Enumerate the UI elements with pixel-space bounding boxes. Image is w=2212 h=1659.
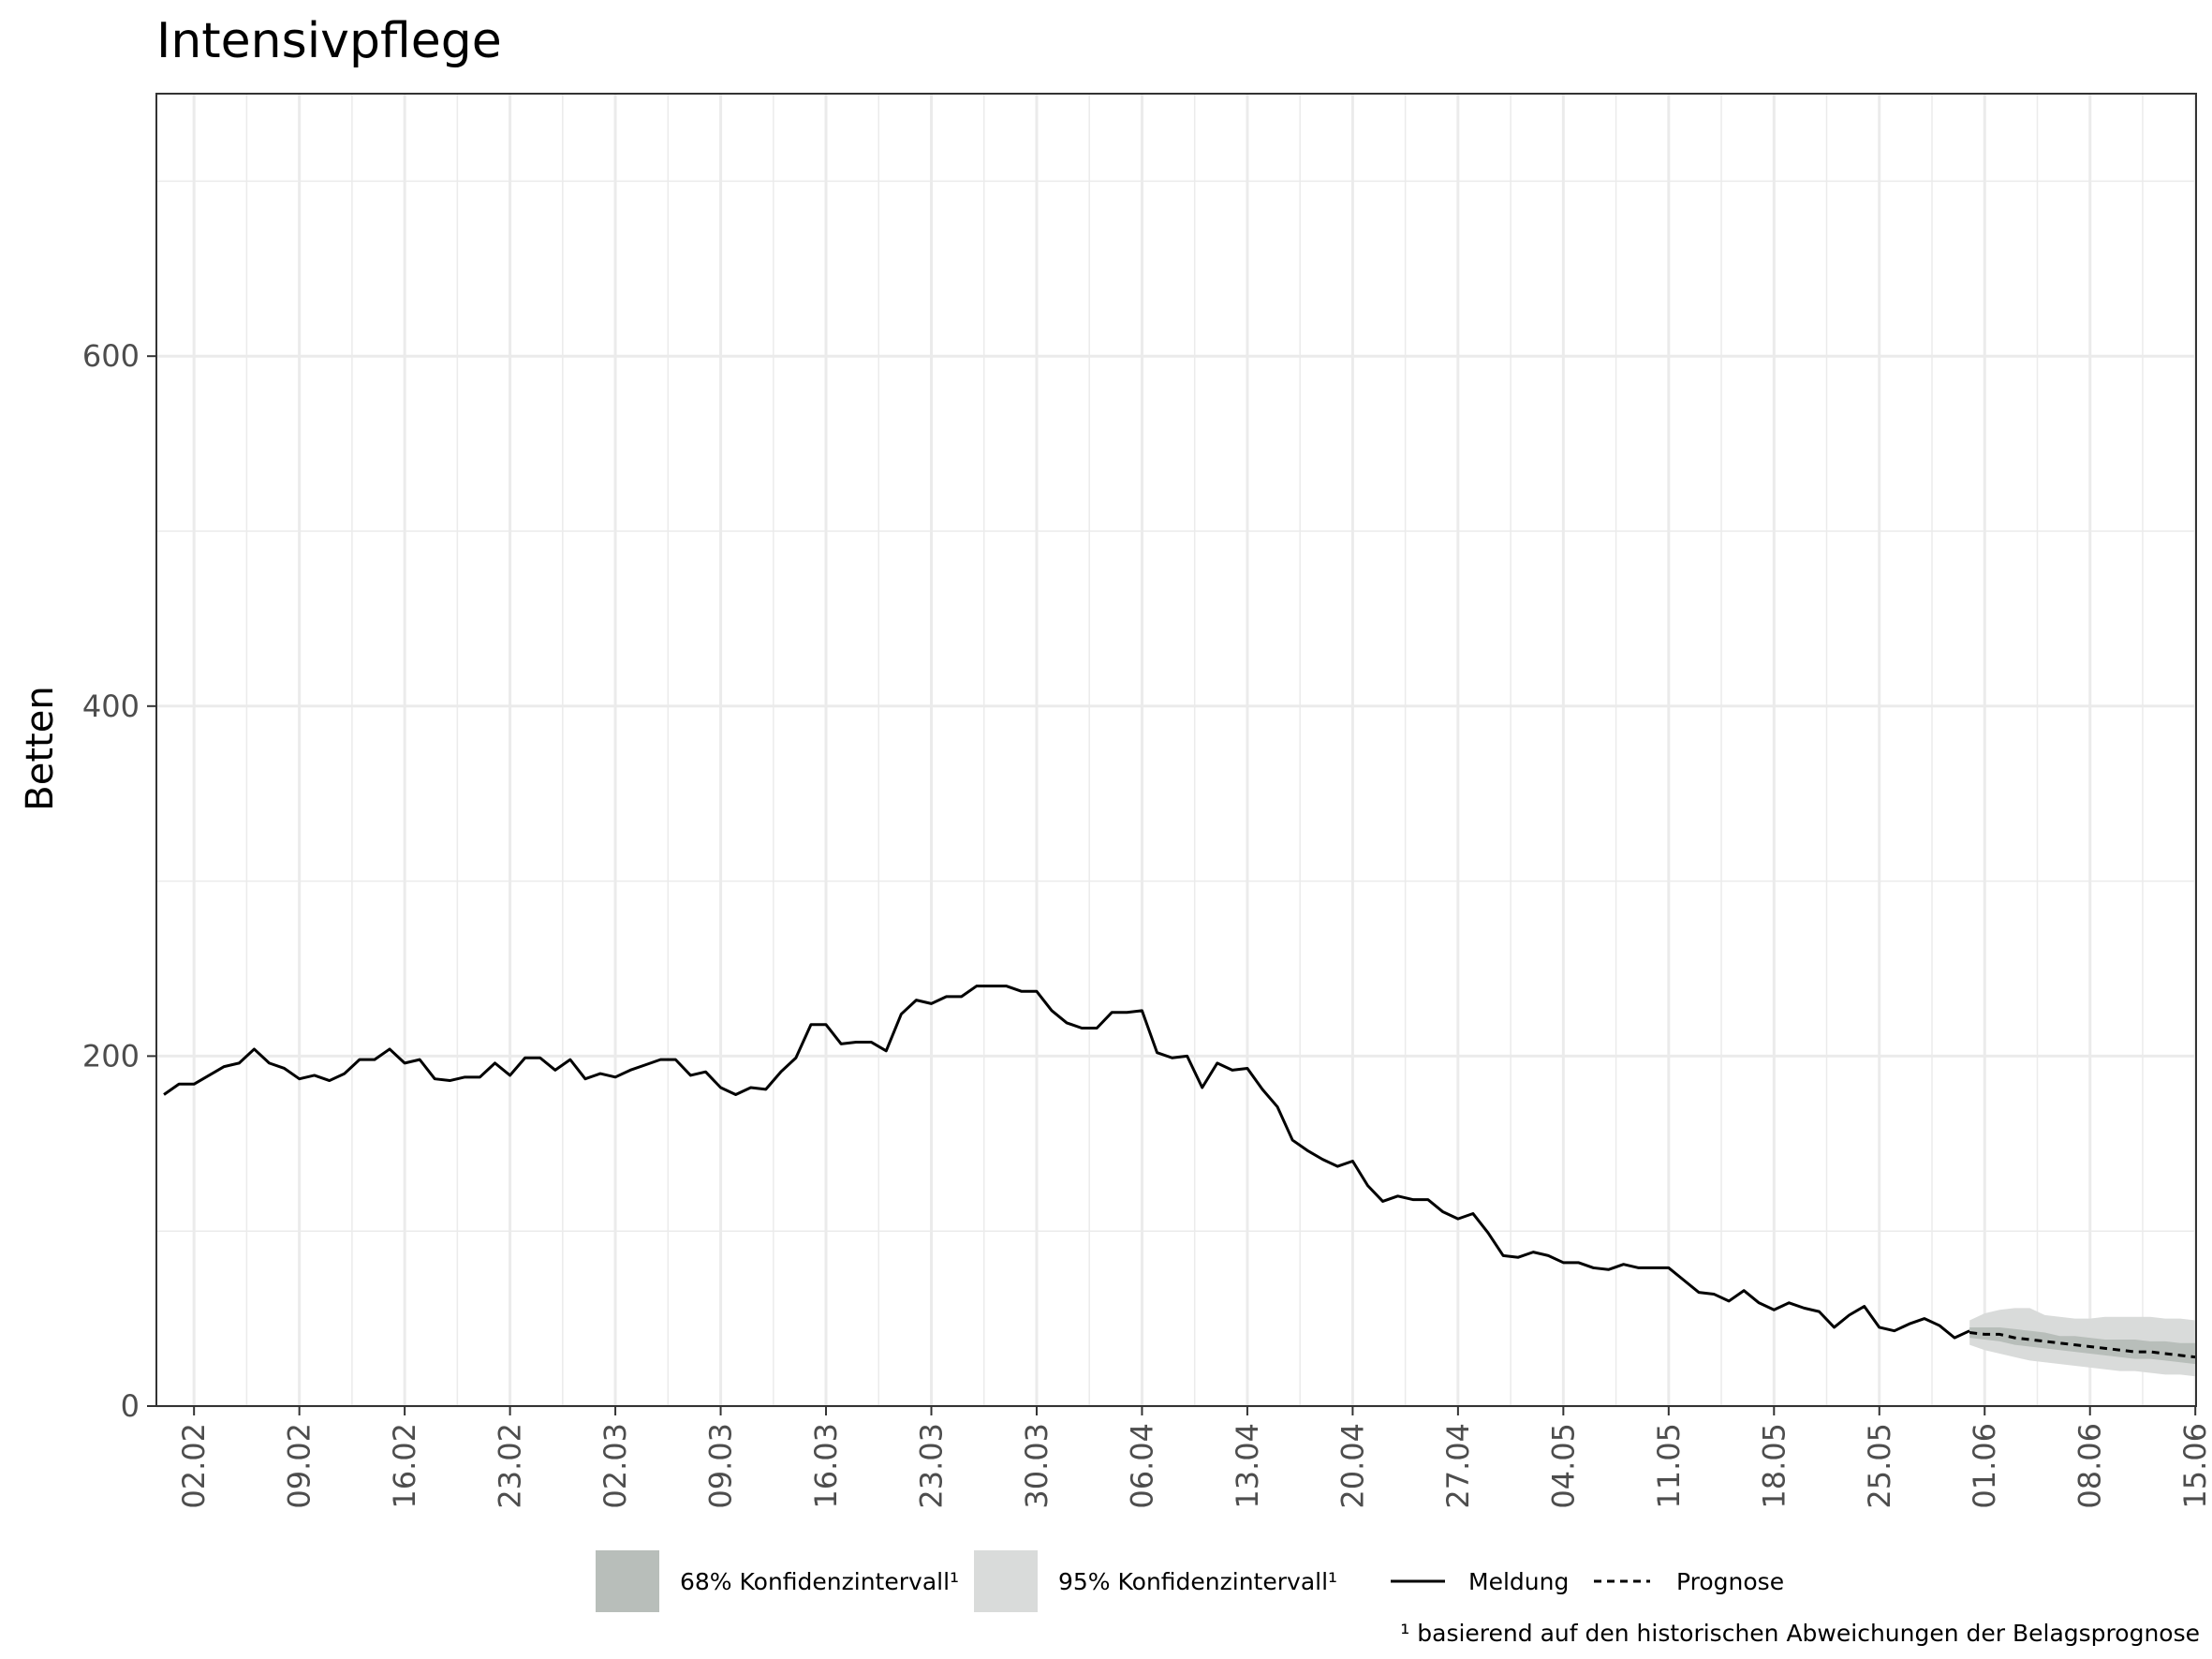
grid bbox=[156, 94, 2197, 1408]
y-tick-label: 600 bbox=[82, 338, 140, 374]
y-axis: 0 200 400 600 bbox=[82, 338, 156, 1424]
y-tick-label: 200 bbox=[82, 1038, 140, 1074]
ci68-band bbox=[1969, 1326, 2196, 1365]
x-tick-label: 25.05 bbox=[1862, 1423, 1897, 1509]
x-tick-label: 02.03 bbox=[597, 1423, 633, 1509]
x-tick-label: 08.06 bbox=[2072, 1423, 2108, 1509]
x-tick-label: 01.06 bbox=[1967, 1423, 2002, 1509]
x-tick-label: 09.02 bbox=[282, 1423, 317, 1509]
x-tick-label: 18.05 bbox=[1756, 1423, 1792, 1509]
legend-label-observed: Meldung bbox=[1468, 1568, 1569, 1595]
x-tick-label: 09.03 bbox=[703, 1423, 739, 1509]
chart-title: Intensivpflege bbox=[156, 13, 502, 69]
legend-key-ci95 bbox=[974, 1550, 1038, 1612]
footnote: ¹ basierend auf den historischen Abweich… bbox=[1400, 1620, 2200, 1647]
x-axis: 02.02 09.02 16.02 23.02 02.03 09.03 16.03 23.03… bbox=[176, 1406, 2212, 1509]
x-tick-label: 13.04 bbox=[1230, 1423, 1265, 1509]
legend-label-ci68: 68% Konfidenzintervall¹ bbox=[680, 1568, 959, 1595]
y-tick-label: 0 bbox=[121, 1388, 140, 1424]
x-tick-label: 16.02 bbox=[387, 1423, 422, 1509]
legend: 68% Konfidenzintervall¹ 95% Konfidenzint… bbox=[596, 1550, 1784, 1612]
x-tick-label: 20.04 bbox=[1335, 1423, 1370, 1509]
legend-label-ci95: 95% Konfidenzintervall¹ bbox=[1058, 1568, 1337, 1595]
y-tick-label: 400 bbox=[82, 689, 140, 724]
observed-line bbox=[163, 985, 1970, 1340]
forecast-line bbox=[1969, 1331, 2196, 1359]
x-tick-label: 04.05 bbox=[1545, 1423, 1581, 1509]
series-lines bbox=[163, 985, 2196, 1359]
x-tick-label: 27.04 bbox=[1440, 1423, 1476, 1509]
plot-panel-border bbox=[155, 93, 2197, 1407]
confidence-bands bbox=[1969, 1308, 2196, 1377]
x-tick-label: 06.04 bbox=[1124, 1423, 1159, 1509]
x-tick-label: 30.03 bbox=[1019, 1423, 1054, 1509]
y-axis-label: Betten bbox=[19, 686, 62, 810]
x-tick-label: 02.02 bbox=[176, 1423, 212, 1509]
legend-key-ci68 bbox=[596, 1550, 659, 1612]
legend-label-forecast: Prognose bbox=[1676, 1568, 1784, 1595]
x-tick-label: 11.05 bbox=[1651, 1423, 1687, 1509]
x-tick-label: 16.03 bbox=[808, 1423, 844, 1509]
x-tick-label: 23.02 bbox=[493, 1423, 528, 1509]
x-tick-label: 23.03 bbox=[913, 1423, 949, 1509]
x-tick-label: 15.06 bbox=[2177, 1423, 2212, 1509]
